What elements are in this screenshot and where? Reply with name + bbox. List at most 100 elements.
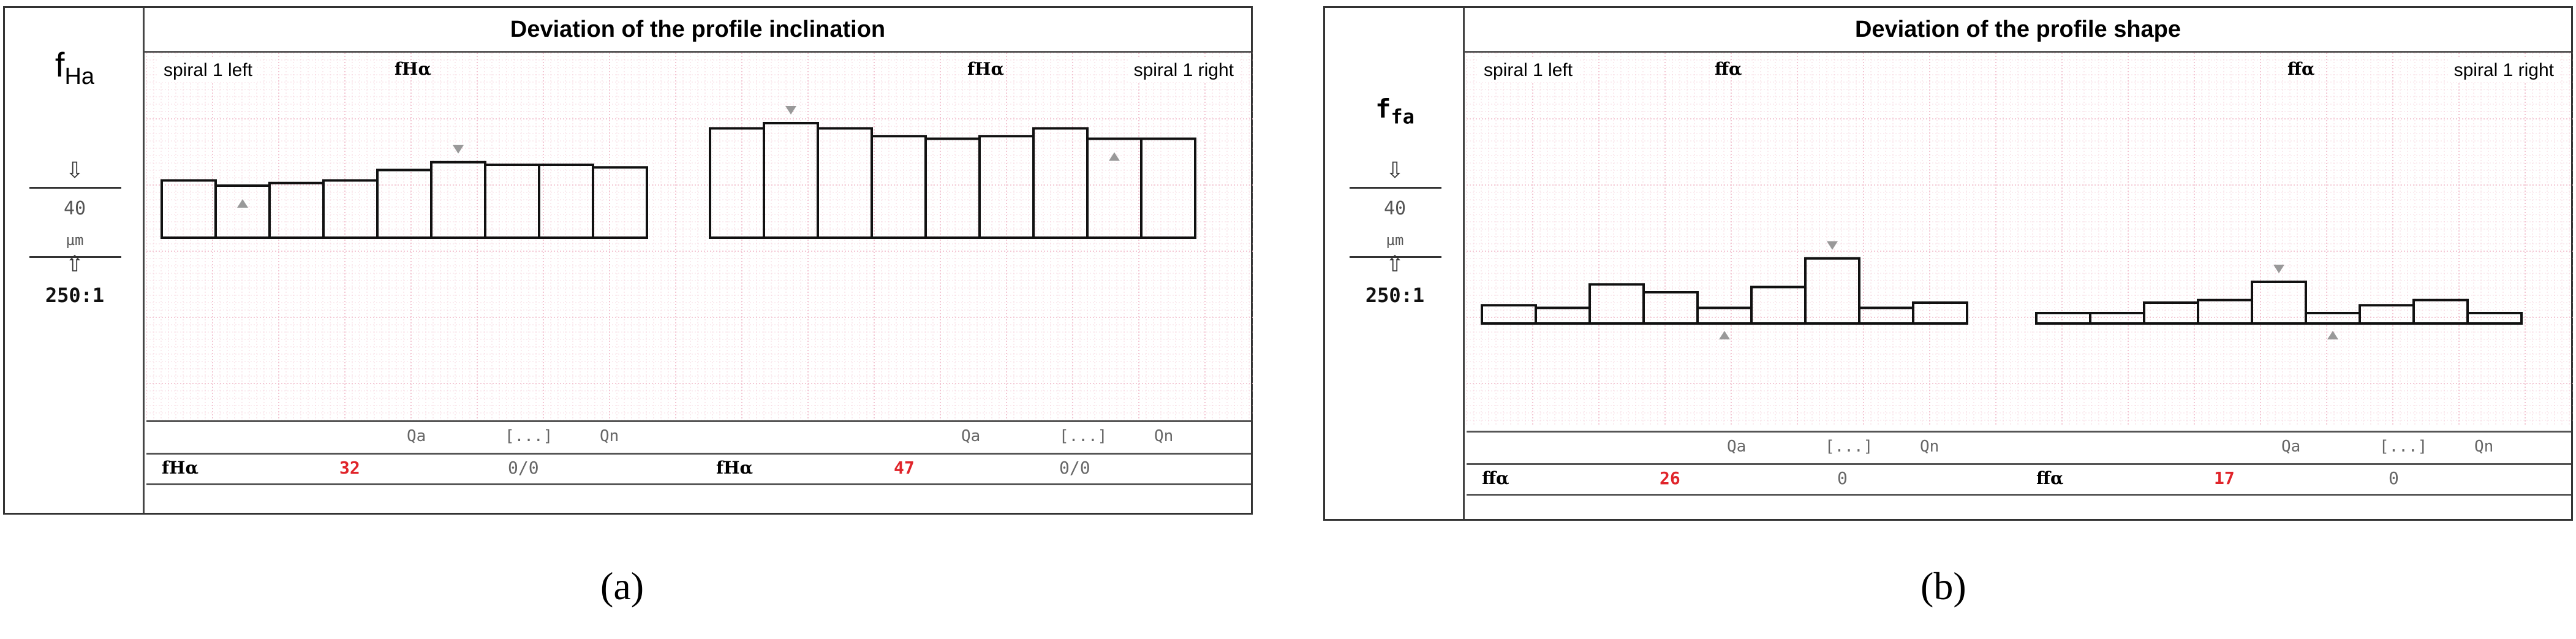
left-spiral-label: spiral 1 left: [159, 59, 258, 82]
right-symbol: fHα: [967, 59, 1005, 79]
qn-label-right: Qn: [2474, 437, 2494, 456]
qa-label: Qa: [1727, 437, 1747, 456]
dots-label-right: [...]: [2379, 437, 2428, 456]
bar: [1032, 127, 1089, 239]
bar: [1481, 304, 1537, 325]
bar: [322, 179, 379, 239]
bar: [924, 137, 981, 239]
y-axis-column: ffa ⇩ 40 µm ⇧ 250:1: [1325, 8, 1465, 519]
right-ratio: 0/0: [1059, 458, 1090, 478]
caption-a: (a): [600, 564, 644, 608]
q-header-row: Qa [...] Qn Qa [...] Qn: [1467, 431, 2571, 465]
chart-title: Deviation of the profile shape: [1465, 8, 2571, 53]
bar: [592, 166, 648, 239]
left-ratio: 0: [1837, 468, 1848, 488]
min-marker: [1719, 331, 1730, 339]
scale-arrow-up-icon: ⇧: [1385, 252, 1405, 277]
min-marker: [237, 199, 248, 208]
bar: [1535, 306, 1591, 325]
qa-label-right: Qa: [2281, 437, 2301, 456]
grid: [1467, 53, 2573, 426]
scale-arrow-up-icon: ⇧: [65, 252, 85, 277]
dots-label: [...]: [505, 427, 553, 445]
q-header-row: Qa [...] Qn Qa [...] Qn: [146, 420, 1251, 455]
qn-label: Qn: [1920, 437, 1940, 456]
plot-area: spiral 1 left ffα ffα spiral 1 right: [1467, 53, 2573, 426]
max-marker: [1827, 241, 1838, 250]
scale-unit: µm: [1386, 232, 1404, 249]
right-spiral-label: spiral 1 right: [2449, 59, 2559, 82]
panel-b: ffa ⇩ 40 µm ⇧ 250:1 Deviation of the pro…: [1323, 6, 2573, 521]
bar: [376, 168, 432, 239]
scale-line-bottom: [29, 256, 121, 258]
y-axis-column: fHa ⇩ 40 µm ⇧ 250:1: [5, 8, 145, 513]
dots-label: [...]: [1825, 437, 1873, 456]
bar: [763, 122, 819, 239]
scale-ratio: 250:1: [1365, 284, 1425, 307]
bar: [2197, 298, 2253, 325]
left-spiral-label: spiral 1 left: [1479, 59, 1578, 82]
scale-value: 40: [63, 198, 86, 219]
bar: [2305, 312, 2361, 325]
right-value: 17: [2214, 468, 2235, 488]
scale-unit: µm: [66, 232, 84, 249]
qn-label: Qn: [600, 427, 619, 445]
left-ratio: 0/0: [508, 458, 539, 478]
bar: [871, 135, 927, 239]
bar: [1140, 137, 1196, 239]
scale-line-top: [29, 187, 121, 189]
left-value-symbol: fHα: [162, 458, 199, 478]
bar: [538, 164, 594, 239]
caption-b: (b): [1921, 564, 1966, 608]
bar-plot-a: [146, 53, 1253, 420]
bar: [1858, 306, 1914, 325]
scale-arrow-down-icon: ⇩: [1385, 158, 1405, 183]
scale-arrow-down-icon: ⇩: [65, 158, 85, 183]
chart-title: Deviation of the profile inclination: [145, 8, 1251, 53]
value-row: fHα 32 0/0 fHα 47 0/0: [146, 453, 1251, 485]
left-symbol: ffα: [1715, 59, 1742, 79]
max-marker: [453, 145, 464, 154]
bar: [161, 179, 217, 239]
right-spiral-label: spiral 1 right: [1128, 59, 1239, 82]
bar: [2466, 312, 2523, 325]
right-ratio: 0: [2389, 468, 2399, 488]
right-symbol: ffα: [2287, 59, 2315, 79]
left-value: 32: [339, 458, 360, 478]
max-marker: [785, 106, 796, 115]
scale-line-top: [1350, 187, 1441, 189]
bar: [484, 164, 540, 239]
min-marker: [1109, 152, 1120, 161]
bar: [1804, 257, 1860, 325]
bar: [2143, 301, 2199, 325]
ylabel-ffa: ffa: [1375, 94, 1415, 129]
bar: [2359, 304, 2415, 325]
bar: [2035, 312, 2091, 325]
bar: [2412, 298, 2469, 325]
bar-plot-b: [1467, 53, 2573, 426]
right-value-symbol: ffα: [2036, 468, 2064, 488]
ylabel-fha: fHa: [55, 45, 95, 90]
bar: [214, 184, 271, 239]
bar: [2089, 312, 2145, 325]
left-value-symbol: ffα: [1482, 468, 1509, 488]
scale-value: 40: [1383, 198, 1407, 219]
bar: [1642, 291, 1699, 325]
qa-label: Qa: [407, 427, 426, 445]
scale-line-bottom: [1350, 256, 1441, 258]
bar: [2251, 281, 2307, 325]
dots-label-right: [...]: [1059, 427, 1108, 445]
scale-ratio: 250:1: [45, 284, 105, 307]
value-row: ffα 26 0 ffα 17 0: [1467, 463, 2571, 496]
left-symbol: fHα: [395, 59, 432, 79]
bar: [709, 127, 765, 239]
right-value: 47: [894, 458, 915, 478]
max-marker: [2273, 265, 2284, 273]
qn-label-right: Qn: [1154, 427, 1174, 445]
bar: [1912, 301, 1968, 325]
left-value: 26: [1660, 468, 1680, 488]
min-marker: [2327, 331, 2338, 339]
right-value-symbol: fHα: [716, 458, 754, 478]
plot-area: spiral 1 left fHα fHα spiral 1 right: [146, 53, 1253, 420]
qa-label-right: Qa: [961, 427, 981, 445]
